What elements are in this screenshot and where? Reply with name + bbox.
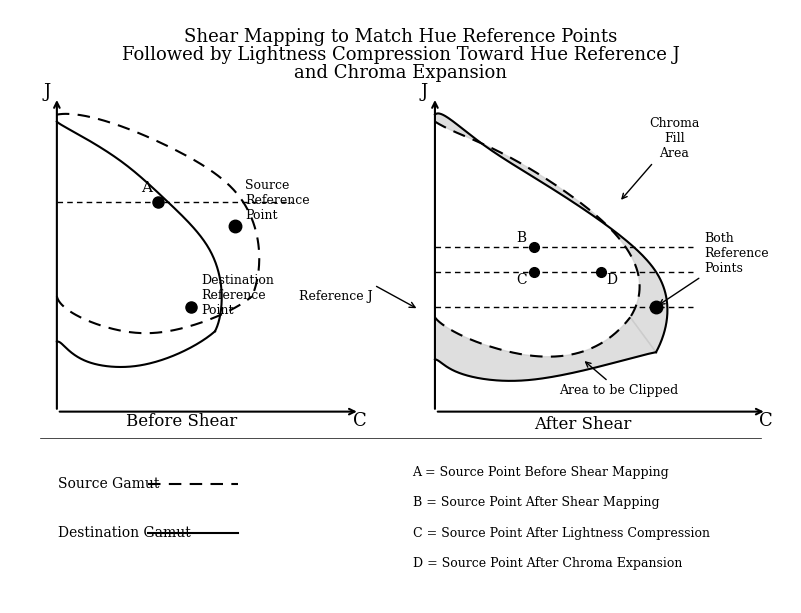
Text: C: C: [516, 273, 526, 287]
Text: B: B: [516, 231, 526, 245]
Polygon shape: [435, 113, 667, 352]
Text: C: C: [353, 411, 367, 430]
Text: Chroma
Fill
Area: Chroma Fill Area: [622, 116, 699, 199]
Text: After Shear: After Shear: [533, 416, 631, 433]
Text: Shear Mapping to Match Hue Reference Points: Shear Mapping to Match Hue Reference Poi…: [184, 28, 617, 45]
Text: D = Source Point After Chroma Expansion: D = Source Point After Chroma Expansion: [413, 557, 682, 571]
Text: Destination
Reference
Point: Destination Reference Point: [202, 274, 275, 317]
Text: D: D: [606, 273, 618, 287]
Polygon shape: [435, 318, 656, 381]
Text: and Chroma Expansion: and Chroma Expansion: [294, 64, 507, 82]
Text: C = Source Point After Lightness Compression: C = Source Point After Lightness Compres…: [413, 527, 710, 540]
Text: B = Source Point After Shear Mapping: B = Source Point After Shear Mapping: [413, 496, 659, 509]
Text: Source Gamut: Source Gamut: [58, 478, 159, 491]
Text: Followed by Lightness Compression Toward Hue Reference J: Followed by Lightness Compression Toward…: [122, 46, 679, 64]
Text: Reference J: Reference J: [299, 291, 372, 303]
Text: Destination Gamut: Destination Gamut: [58, 527, 191, 540]
Text: A: A: [141, 180, 152, 194]
Text: Source
Reference
Point: Source Reference Point: [245, 180, 310, 223]
Text: J: J: [43, 83, 50, 101]
Text: Before Shear: Before Shear: [126, 413, 237, 430]
Text: Both
Reference
Points: Both Reference Points: [660, 232, 768, 305]
Text: C: C: [759, 411, 773, 430]
Text: J: J: [421, 83, 428, 101]
Text: Area to be Clipped: Area to be Clipped: [560, 362, 678, 397]
Text: A = Source Point Before Shear Mapping: A = Source Point Before Shear Mapping: [413, 465, 670, 479]
